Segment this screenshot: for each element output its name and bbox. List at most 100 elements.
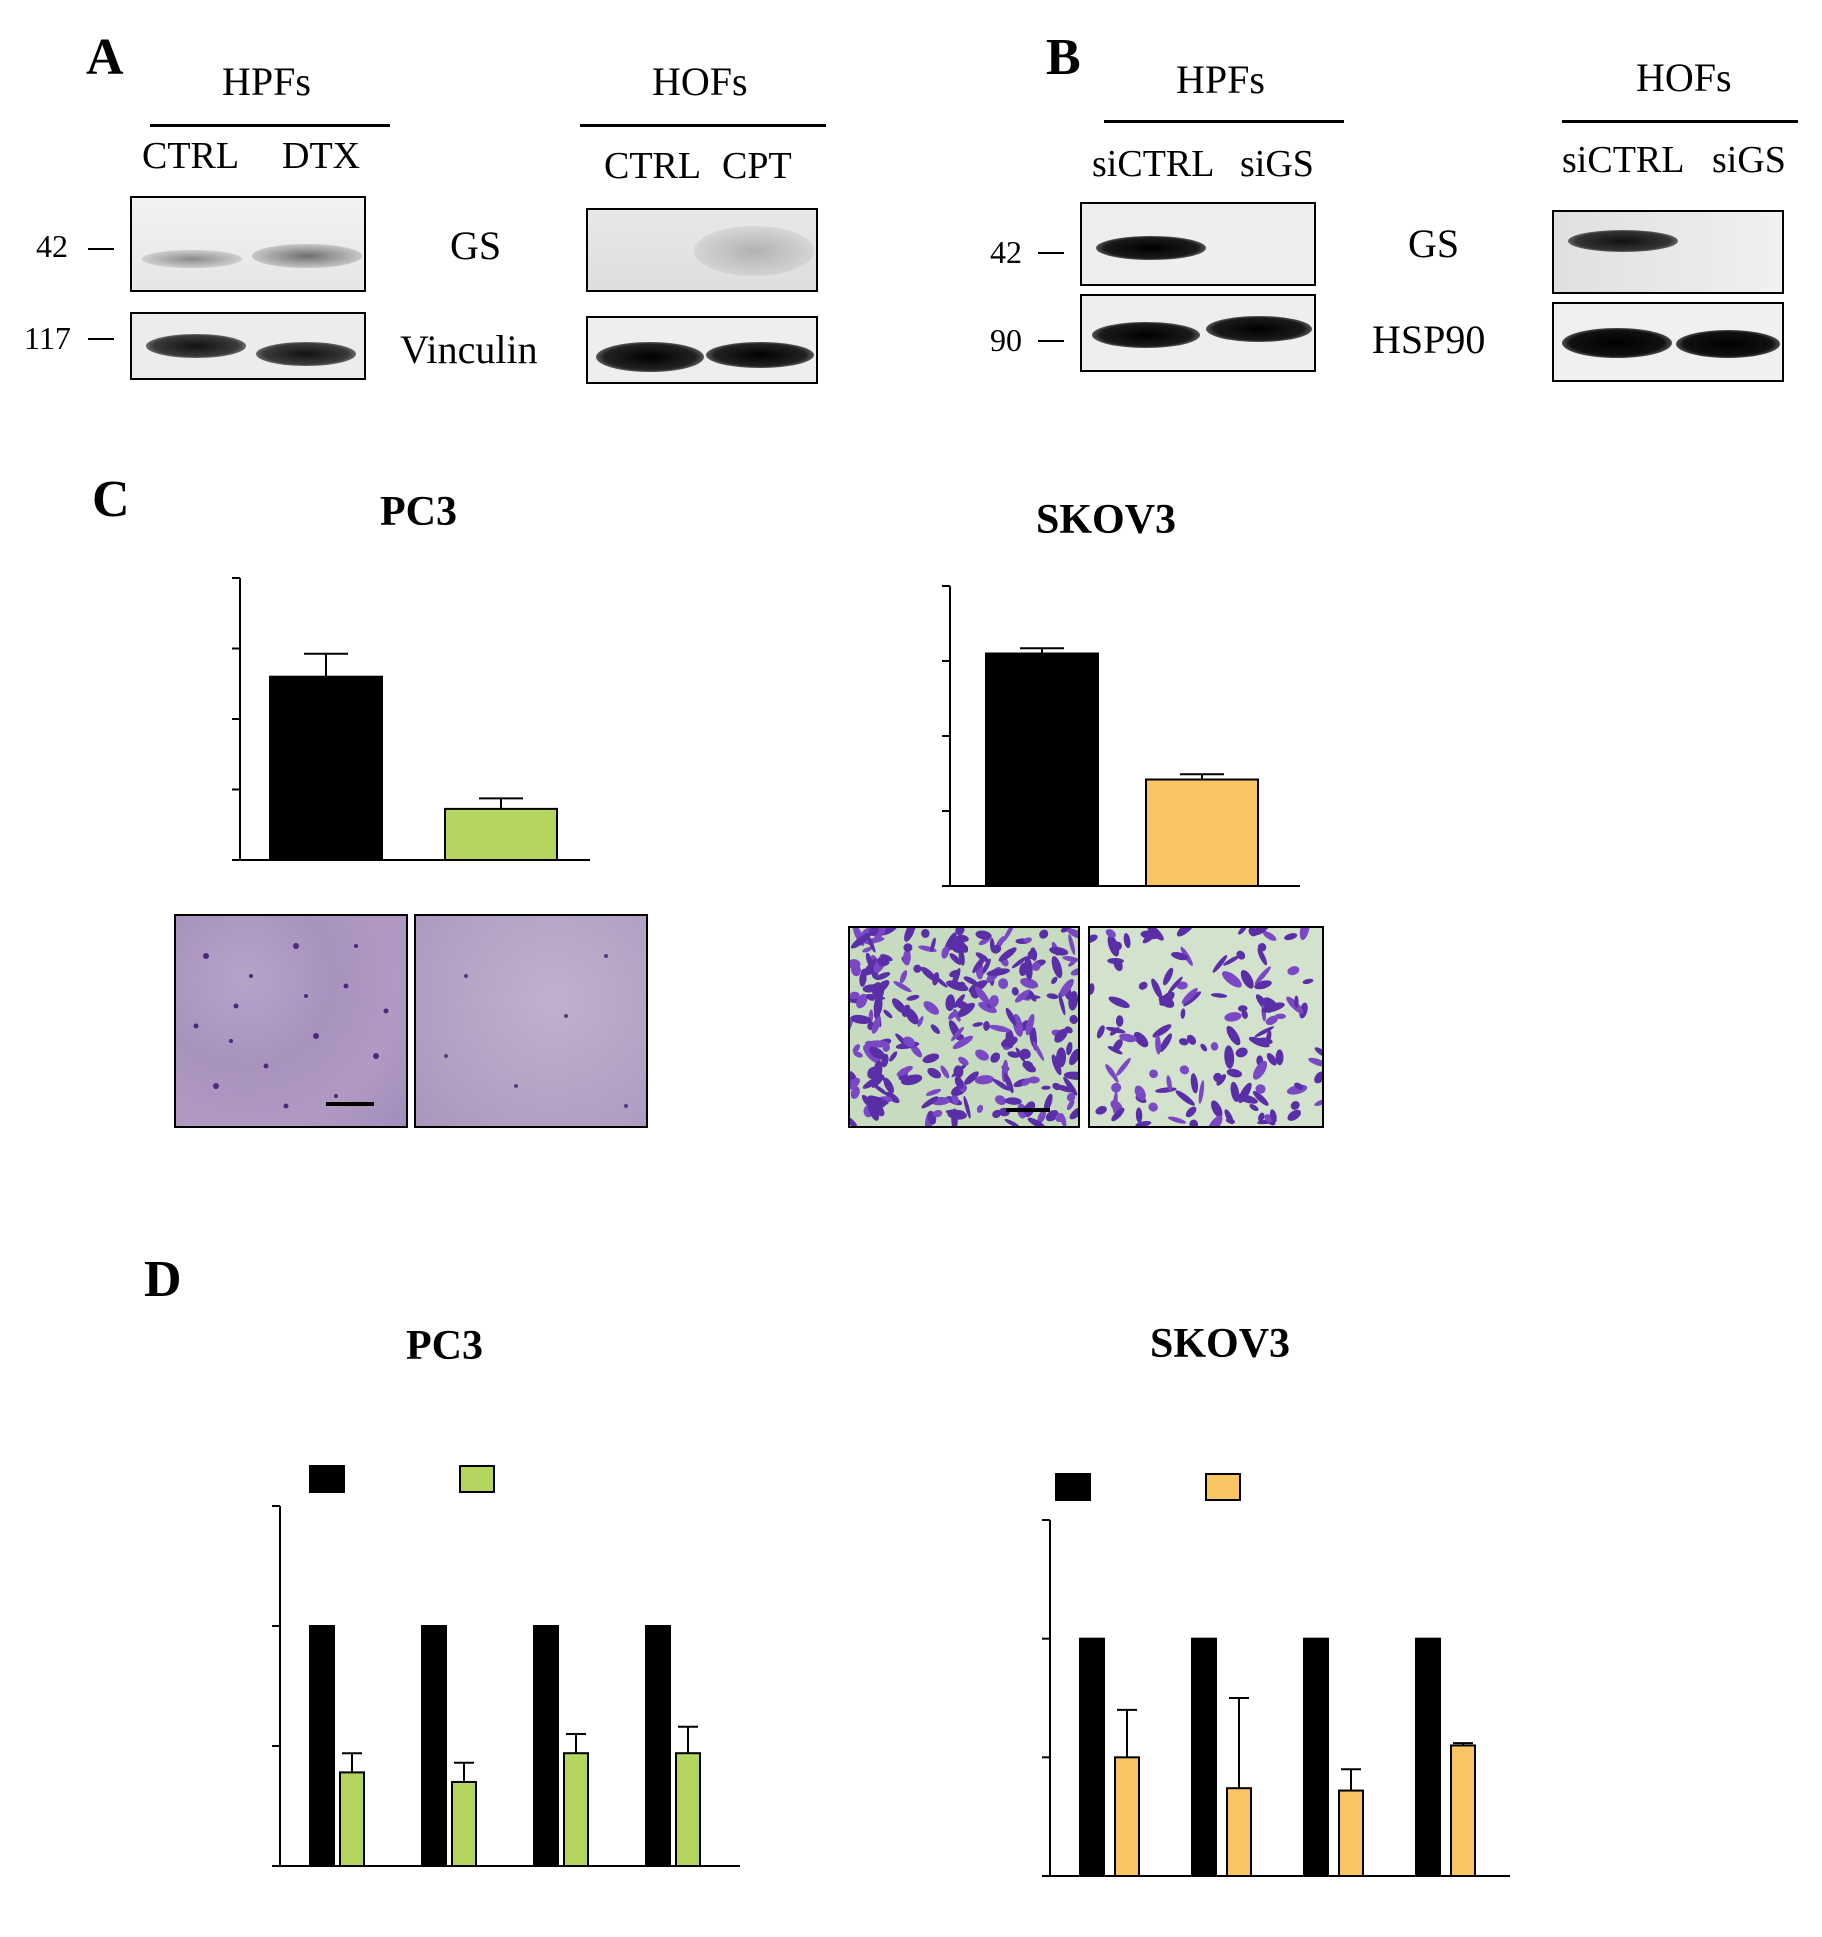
cell (1039, 929, 1049, 939)
panel-d-title-skov3: SKOV3 (1150, 1321, 1291, 1367)
cell (1134, 1085, 1146, 1101)
cell (1069, 1014, 1078, 1025)
cell (1256, 1037, 1273, 1045)
cell (975, 952, 990, 963)
micrograph-skov3-sigs (1088, 926, 1324, 1128)
cell (1068, 990, 1078, 1011)
cell (978, 937, 990, 946)
panel-a-letter: A (86, 29, 124, 86)
cell (1011, 987, 1019, 996)
chart-d-skov3 (1042, 1473, 1510, 1878)
scale-bar (1006, 1108, 1050, 1112)
cell (917, 1016, 924, 1027)
panel-a-mw-117-tick (88, 338, 114, 340)
cell (921, 928, 930, 938)
cell (1112, 1091, 1118, 1114)
cell (1149, 1069, 1158, 1079)
cell (1249, 1104, 1259, 1112)
cell (1119, 1033, 1137, 1043)
cell (1051, 976, 1058, 985)
panel-b-letter: B (1046, 29, 1081, 86)
cell (921, 1096, 939, 1109)
cell (1024, 956, 1033, 981)
band (1568, 230, 1678, 252)
panel-c-title-pc3: PC3 (380, 489, 457, 535)
cell (930, 937, 936, 952)
cell (1023, 937, 1032, 944)
cell (990, 1052, 1001, 1063)
cell (945, 1109, 965, 1115)
cell (1314, 1047, 1322, 1058)
bar-sigs-zeb1 (1338, 1789, 1364, 1877)
panel-b-protein-gs: GS (1408, 221, 1460, 266)
cell (870, 983, 880, 992)
cell (1060, 1113, 1067, 1126)
cell (1175, 1090, 1195, 1106)
cell (1224, 1012, 1242, 1022)
cell (920, 966, 937, 981)
cell (1105, 929, 1116, 938)
panel-a-group-line-hofs (580, 124, 826, 127)
cell (906, 928, 917, 932)
cell (885, 1091, 900, 1104)
cell (998, 978, 1009, 989)
cell (1116, 1057, 1131, 1077)
band (256, 342, 356, 366)
cell (1159, 1033, 1173, 1052)
cell (955, 1000, 969, 1010)
cell (1167, 976, 1183, 994)
cell (932, 1109, 943, 1118)
cell (1152, 1024, 1172, 1038)
cell (874, 928, 887, 940)
cell (1003, 1072, 1014, 1094)
cell (883, 1009, 893, 1019)
legend-swatch-sigs (459, 1465, 495, 1493)
cell (1049, 946, 1069, 956)
cell (991, 944, 1002, 954)
cell (1254, 980, 1272, 990)
cell (1030, 947, 1038, 961)
cell (1096, 1025, 1105, 1039)
bar-sigs-zeb2 (1450, 1744, 1476, 1878)
cell (1255, 1084, 1266, 1094)
cell (982, 958, 991, 974)
cell (1265, 1015, 1278, 1025)
panel-b-protein-hsp90: HSP90 (1372, 317, 1486, 362)
cell (1235, 1093, 1258, 1104)
cell (1151, 978, 1162, 999)
cell (925, 1088, 942, 1096)
cell (1113, 941, 1122, 951)
cell (1258, 1112, 1265, 1122)
cell (1176, 981, 1188, 990)
cell (1011, 956, 1028, 969)
cell (953, 1008, 961, 1022)
panel-b-mw-90: 90 (990, 322, 1022, 358)
bar-sictrl (269, 675, 383, 861)
panel-a-protein-vinculin: Vinculin (400, 327, 538, 372)
cell (1210, 1042, 1219, 1051)
panel-b-blot-hofs-hsp90 (1552, 302, 1784, 382)
cell (1294, 1082, 1304, 1090)
cell (1308, 1057, 1322, 1067)
bar-sictrl-zeb2 (1415, 1637, 1441, 1877)
cell (902, 949, 911, 966)
cell (952, 1035, 974, 1050)
cell (850, 1086, 860, 1099)
cell (1221, 971, 1242, 988)
panel-a-lane-ctrl-2: CTRL (604, 145, 702, 187)
cell (963, 976, 978, 986)
micrograph-pc3-sigs (414, 914, 648, 1128)
cell (1237, 1005, 1248, 1012)
cell (1054, 1084, 1074, 1093)
cell (951, 1063, 968, 1078)
cell (1148, 1102, 1158, 1112)
cell (1294, 995, 1299, 1009)
cell (1241, 1009, 1248, 1019)
cell (1060, 928, 1073, 933)
bar-sigs-vim (1226, 1787, 1252, 1878)
panel-b-group-hpfs: HPFs (1176, 57, 1265, 102)
cell (893, 981, 912, 993)
cell (957, 1002, 975, 1017)
cell (1108, 996, 1130, 1008)
cell (871, 1016, 881, 1034)
